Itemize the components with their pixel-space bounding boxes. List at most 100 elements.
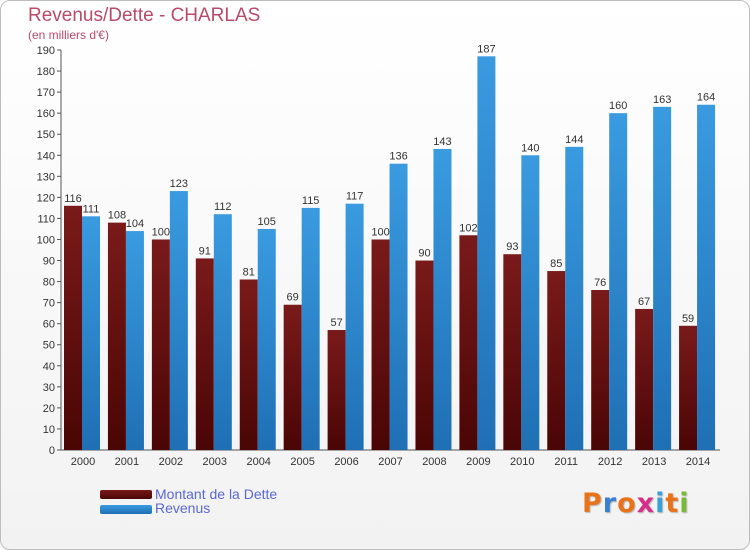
x-tick-label: 2010: [510, 456, 534, 468]
bar-revenus: [257, 228, 276, 450]
data-label: 140: [521, 142, 539, 154]
data-label: 100: [371, 226, 389, 238]
data-label: 100: [152, 226, 170, 238]
data-label: 136: [389, 151, 407, 163]
y-tick-label: 170: [37, 87, 55, 99]
y-tick-label: 90: [43, 256, 55, 268]
data-label: 163: [653, 94, 671, 106]
data-label: 59: [682, 313, 694, 325]
x-tick-label: 2002: [159, 456, 183, 468]
bar-revenus: [345, 203, 364, 450]
data-label: 69: [287, 292, 299, 304]
bar-revenus: [389, 163, 408, 450]
y-tick-label: 160: [37, 108, 55, 120]
legend-swatch-dette: [100, 490, 152, 499]
y-tick-label: 60: [43, 319, 55, 331]
y-tick-label: 180: [37, 66, 55, 78]
x-tick-label: 2014: [686, 456, 710, 468]
bar-dette: [503, 254, 522, 450]
data-label: 187: [477, 43, 495, 55]
bar-dette: [195, 258, 214, 450]
x-tick-label: 2003: [203, 456, 227, 468]
y-tick-label: 130: [37, 171, 55, 183]
bar-dette: [459, 235, 478, 450]
bar-revenus: [213, 214, 232, 450]
proxiti-logo: Proxiti: [582, 488, 690, 519]
x-tick-label: 2009: [466, 456, 490, 468]
data-label: 67: [638, 296, 650, 308]
x-tick-label: 2011: [554, 456, 578, 468]
data-label: 143: [433, 136, 451, 148]
bar-dette: [415, 260, 434, 450]
y-tick-label: 110: [37, 213, 55, 225]
y-tick-label: 120: [37, 192, 55, 204]
x-tick-label: 2001: [115, 456, 139, 468]
chart-title: Revenus/Dette - CHARLAS: [28, 5, 261, 26]
data-label: 57: [330, 317, 342, 329]
data-label: 117: [346, 191, 364, 203]
y-tick-label: 0: [49, 445, 55, 457]
bar-dette: [547, 271, 566, 450]
data-label: 102: [459, 222, 477, 234]
x-tick-label: 2012: [598, 456, 622, 468]
bar-dette: [327, 330, 346, 450]
bar-dette: [151, 239, 170, 450]
data-label: 85: [550, 258, 562, 270]
y-tick-label: 140: [37, 150, 55, 162]
y-tick-label: 150: [37, 129, 55, 141]
bar-revenus: [433, 148, 452, 450]
data-label: 144: [565, 134, 583, 146]
bar-dette: [64, 205, 82, 450]
y-tick-label: 10: [43, 424, 55, 436]
bar-dette: [635, 308, 654, 450]
bar-revenus: [125, 231, 144, 450]
data-label: 116: [64, 193, 82, 205]
data-label: 112: [214, 201, 232, 213]
bar-revenus: [521, 155, 540, 450]
data-label: 108: [108, 210, 126, 222]
bar-revenus: [301, 207, 320, 450]
bar-dette: [371, 239, 390, 450]
x-tick-label: 2004: [246, 456, 270, 468]
bar-revenus: [477, 56, 496, 450]
y-tick-label: 80: [43, 277, 55, 289]
data-label: 90: [418, 248, 430, 260]
y-tick-label: 100: [37, 234, 55, 246]
legend-swatch-revenus: [100, 505, 152, 514]
chart-subtitle: (en milliers d'€): [28, 28, 109, 42]
y-tick-label: 20: [43, 403, 55, 415]
data-label: 123: [170, 178, 188, 190]
x-tick-label: 2013: [642, 456, 666, 468]
bar-revenus: [653, 106, 672, 450]
x-tick-label: 2006: [334, 456, 358, 468]
data-label: 81: [243, 266, 255, 278]
y-tick-label: 70: [43, 298, 55, 310]
data-label: 164: [697, 92, 715, 104]
x-tick-label: 2000: [71, 456, 95, 468]
bar-dette: [283, 304, 302, 450]
y-tick-label: 30: [43, 382, 55, 394]
bar-revenus: [609, 113, 628, 450]
bar-dette: [679, 325, 698, 450]
data-label: 93: [506, 241, 518, 253]
data-label: 111: [83, 203, 100, 215]
data-label: 91: [199, 245, 211, 257]
bar-revenus: [565, 146, 584, 450]
x-tick-label: 2008: [422, 456, 446, 468]
bar-revenus: [697, 104, 716, 450]
y-tick-label: 40: [43, 361, 55, 373]
data-label: 104: [126, 218, 144, 230]
bar-revenus: [169, 191, 188, 451]
data-label: 115: [302, 195, 320, 207]
y-tick-label: 50: [43, 340, 55, 352]
legend-label-revenus: Revenus: [155, 500, 211, 516]
bar-dette: [239, 279, 258, 450]
x-tick-label: 2005: [290, 456, 314, 468]
bar-dette: [591, 290, 610, 450]
data-label: 160: [609, 100, 627, 112]
legend-label-dette: Montant de la Dette: [155, 486, 278, 502]
bar-dette: [107, 222, 126, 450]
data-label: 105: [258, 216, 276, 228]
data-label: 76: [594, 277, 606, 289]
